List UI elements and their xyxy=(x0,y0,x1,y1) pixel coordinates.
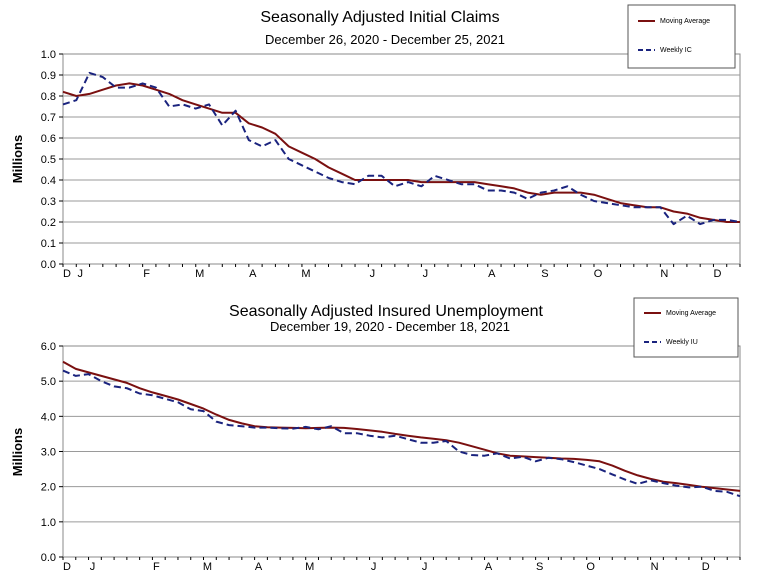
y-tick-label: 0.1 xyxy=(41,238,56,250)
y-tick-label: 0.4 xyxy=(41,175,56,187)
x-tick-label: A xyxy=(255,561,263,573)
series-line-weekly-iu xyxy=(62,369,741,498)
y-tick-label: 0.0 xyxy=(41,259,56,271)
x-tick-label: J xyxy=(371,561,377,573)
y-tick-label: 0.5 xyxy=(41,154,56,166)
y-tick-label: 0.6 xyxy=(41,133,56,145)
x-tick-label: N xyxy=(660,268,668,280)
x-tick-label: A xyxy=(488,268,496,280)
y-tick-label: 3.0 xyxy=(41,447,56,459)
x-tick-label: J xyxy=(370,268,376,280)
x-tick-label: A xyxy=(485,561,493,573)
chart-title: Seasonally Adjusted Insured Unemployment xyxy=(229,303,544,320)
y-tick-label: 2.0 xyxy=(41,482,56,494)
legend-label-weekly-ic: Weekly IC xyxy=(660,47,692,54)
legend-label-weekly-iu: Weekly IU xyxy=(666,339,698,346)
legend-box xyxy=(627,4,736,69)
series-line-moving-average xyxy=(62,82,740,223)
y-tick-label: 0.9 xyxy=(41,70,56,82)
x-tick-label: D xyxy=(713,268,721,280)
x-tick-label: N xyxy=(651,561,659,573)
legend-label-moving-average: Moving Average xyxy=(666,310,716,317)
x-tick-label: M xyxy=(305,561,314,573)
series-line-moving-average xyxy=(62,360,741,492)
x-tick-label: S xyxy=(541,268,548,280)
x-tick-label: J xyxy=(423,268,429,280)
y-tick-label: 0.2 xyxy=(41,217,56,229)
x-tick-label: M xyxy=(301,268,310,280)
chart-subtitle: December 26, 2020 - December 25, 2021 xyxy=(265,32,505,47)
chart-title: Seasonally Adjusted Initial Claims xyxy=(260,9,499,26)
x-tick-label: M xyxy=(203,561,212,573)
y-tick-label: 0.3 xyxy=(41,196,56,208)
y-tick-label: 0.0 xyxy=(41,552,56,564)
x-tick-label: A xyxy=(249,268,257,280)
x-tick-label: J xyxy=(78,268,84,280)
y-tick-label: 0.7 xyxy=(41,112,56,124)
x-tick-label: D xyxy=(63,561,71,573)
y-tick-label: 1.0 xyxy=(41,49,56,61)
y-axis-label: Millions xyxy=(10,428,25,476)
x-tick-label: O xyxy=(594,268,603,280)
y-tick-label: 5.0 xyxy=(41,376,56,388)
x-tick-label: D xyxy=(63,268,71,280)
legend-box xyxy=(633,297,739,358)
y-tick-label: 6.0 xyxy=(41,341,56,353)
x-tick-label: J xyxy=(422,561,428,573)
x-tick-label: F xyxy=(143,268,150,280)
y-tick-label: 1.0 xyxy=(41,517,56,529)
series-line-weekly-ic xyxy=(62,71,741,226)
x-tick-label: D xyxy=(702,561,710,573)
x-tick-label: S xyxy=(536,561,543,573)
initial-claims-chart: Seasonally Adjusted Initial Claims Decem… xyxy=(10,4,741,280)
x-tick-label: J xyxy=(90,561,96,573)
x-tick-label: M xyxy=(195,268,204,280)
y-axis-label: Millions xyxy=(10,135,25,183)
legend-label-moving-average: Moving Average xyxy=(660,18,710,25)
x-tick-label: O xyxy=(586,561,595,573)
y-tick-label: 4.0 xyxy=(41,411,56,423)
x-tick-label: F xyxy=(153,561,160,573)
chart-subtitle: December 19, 2020 - December 18, 2021 xyxy=(270,319,510,334)
insured-unemployment-chart: Seasonally Adjusted Insured Unemployment… xyxy=(10,297,741,573)
y-tick-label: 0.8 xyxy=(41,91,56,103)
